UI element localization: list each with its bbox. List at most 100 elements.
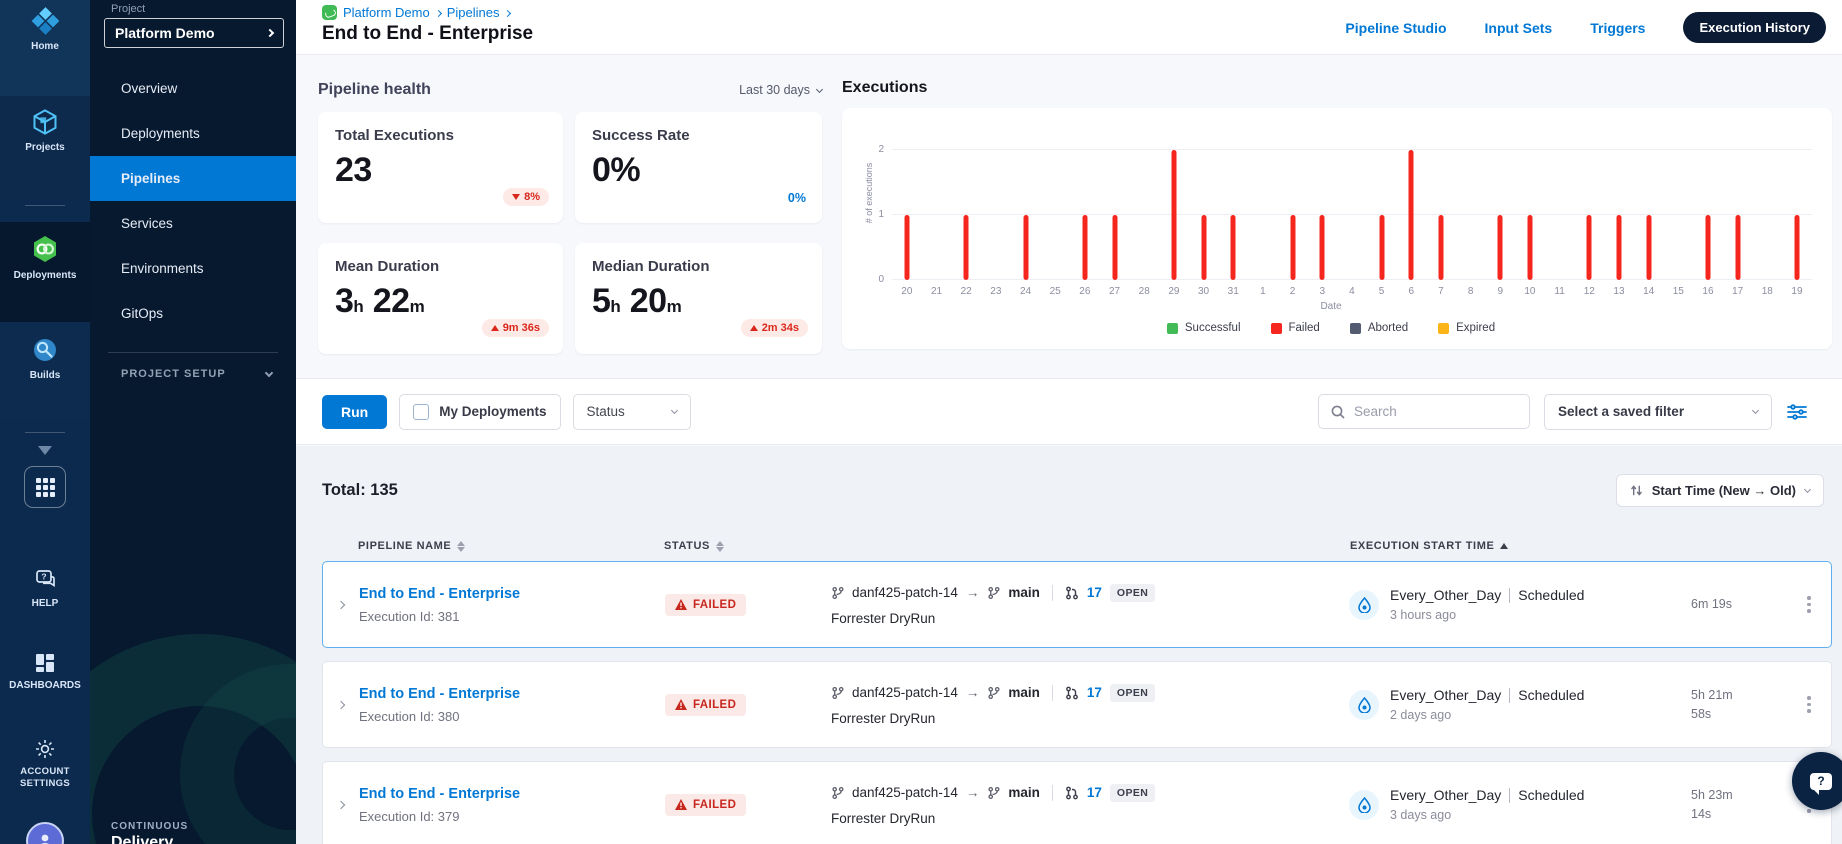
rail-item-label: Projects [25,142,65,153]
legend-item[interactable]: Failed [1270,322,1320,334]
y-tick-label: 2 [878,144,884,155]
legend-swatch [1438,322,1450,334]
execution-bar[interactable] [1616,215,1622,280]
column-header-pipeline-name[interactable]: PIPELINE NAME [358,540,664,552]
status-badge: FAILED [665,693,747,716]
help-fab-button[interactable]: ? [1792,752,1842,810]
breadcrumb-link-pipelines[interactable]: Pipelines [446,5,500,20]
row-menu-kebab[interactable] [1787,696,1831,713]
source-branch[interactable]: danf425-patch-14 [852,685,958,700]
sidebar-item-account-settings[interactable]: ACCOUNT SETTINGS [0,738,90,790]
execution-bar[interactable] [1497,215,1503,280]
status-dropdown[interactable]: Status [572,393,691,430]
project-setup-toggle[interactable]: PROJECT SETUP [121,368,273,380]
execution-row[interactable]: End to End - Enterprise Execution Id: 38… [322,561,1832,648]
row-menu-kebab[interactable] [1787,596,1831,613]
column-header-execution-start-time[interactable]: EXECUTION START TIME [1350,540,1692,552]
execution-bar[interactable] [1230,215,1236,280]
legend-item[interactable]: Successful [1166,322,1241,334]
pr-number-link[interactable]: 17 [1086,785,1102,800]
tab-execution-history-active[interactable]: Execution History [1683,12,1826,43]
sidebar-item-deployments[interactable]: Deployments [90,111,296,156]
expand-row-chevron[interactable] [323,700,359,709]
run-button[interactable]: Run [322,394,388,429]
source-branch[interactable]: danf425-patch-14 [852,585,958,600]
target-branch[interactable]: main [1008,585,1040,600]
execution-bar[interactable] [904,215,910,280]
pipeline-name-link[interactable]: End to End - Enterprise [359,685,521,702]
sort-icon [715,540,724,552]
expand-row-chevron[interactable] [323,600,359,609]
execution-bar[interactable] [1408,150,1414,280]
date-range-dropdown[interactable]: Last 30 days [739,83,824,97]
execution-bar[interactable] [1171,150,1177,280]
execution-bar[interactable] [1586,215,1592,280]
sidebar-item-projects[interactable]: Projects [0,108,90,153]
rail-item-label: DASHBOARDS [9,680,81,691]
sidebar-item-services[interactable]: Services [90,201,296,246]
execution-bar[interactable] [1082,215,1088,280]
table-header-row: PIPELINE NAME STATUS EXECUTION START TIM… [322,531,1832,561]
execution-bar[interactable] [1438,215,1444,280]
scheduled-trigger-icon [1349,789,1379,820]
source-branch[interactable]: danf425-patch-14 [852,785,958,800]
sidebar-item-builds[interactable]: Builds [0,336,90,381]
git-branch-icon [832,786,844,799]
execution-bar[interactable] [1201,215,1207,280]
saved-filter-dropdown[interactable]: Select a saved filter [1544,393,1772,430]
execution-row[interactable]: End to End - Enterprise Execution Id: 37… [322,761,1832,844]
target-branch[interactable]: main [1008,685,1040,700]
execution-bar[interactable] [1379,215,1385,280]
project-selector[interactable]: Platform Demo [104,18,284,48]
execution-bar[interactable] [1527,215,1533,280]
execution-bar[interactable] [1735,215,1741,280]
trigger-detail: Forrester DryRun [831,710,936,726]
pr-number-link[interactable]: 17 [1086,685,1102,700]
legend-item[interactable]: Aborted [1349,322,1408,334]
module-picker-button[interactable] [24,466,66,508]
filter-sliders-button[interactable] [1786,402,1808,422]
user-avatar[interactable] [26,822,64,844]
execution-row[interactable]: End to End - Enterprise Execution Id: 38… [322,661,1832,748]
time-ago: 3 days ago [1390,808,1452,822]
tab-triggers[interactable]: Triggers [1590,19,1646,36]
execution-bar[interactable] [1705,215,1711,280]
pipeline-name-link[interactable]: End to End - Enterprise [359,585,521,602]
search-input[interactable] [1354,404,1504,419]
pipeline-name-link[interactable]: End to End - Enterprise [359,785,521,802]
sidebar-item-dashboards[interactable]: DASHBOARDS [0,652,90,691]
status-badge: FAILED [665,793,747,816]
execution-bar[interactable] [1290,215,1296,280]
sort-icon [457,540,466,552]
execution-bar[interactable] [963,215,969,280]
arrow-up-icon [490,325,499,331]
pr-number-link[interactable]: 17 [1086,585,1102,600]
execution-bar[interactable] [1319,215,1325,280]
rail-collapse-chevron[interactable] [0,446,90,455]
my-deployments-checkbox[interactable] [413,403,430,420]
x-tick-label: 21 [930,286,943,297]
rail-divider [25,432,65,433]
sidebar-item-pipelines[interactable]: Pipelines [90,156,296,201]
sidebar-item-deployments[interactable]: Deployments [0,234,90,281]
sidebar-item-help[interactable]: ? HELP [0,568,90,609]
target-branch[interactable]: main [1008,785,1040,800]
tab-pipeline-studio[interactable]: Pipeline Studio [1345,19,1447,36]
search-box [1318,394,1530,429]
sidebar-item-home[interactable]: Home [0,7,90,52]
sort-dropdown[interactable]: Start Time (New → Old) [1615,474,1824,507]
execution-bar[interactable] [1794,215,1800,280]
tab-input-sets[interactable]: Input Sets [1484,19,1553,36]
sidebar-item-overview[interactable]: Overview [90,66,296,111]
my-deployments-filter[interactable]: My Deployments [399,393,561,430]
execution-bar[interactable] [1112,215,1118,280]
expand-row-chevron[interactable] [323,800,359,809]
column-header-status[interactable]: STATUS [664,540,830,552]
execution-bar[interactable] [1646,215,1652,280]
sidebar-item-environments[interactable]: Environments [90,246,296,291]
chevron-down-icon [264,368,273,377]
breadcrumb-link-project[interactable]: Platform Demo [343,5,430,20]
sidebar-item-gitops[interactable]: GitOps [90,291,296,336]
legend-item[interactable]: Expired [1438,322,1495,334]
execution-bar[interactable] [1023,215,1029,280]
